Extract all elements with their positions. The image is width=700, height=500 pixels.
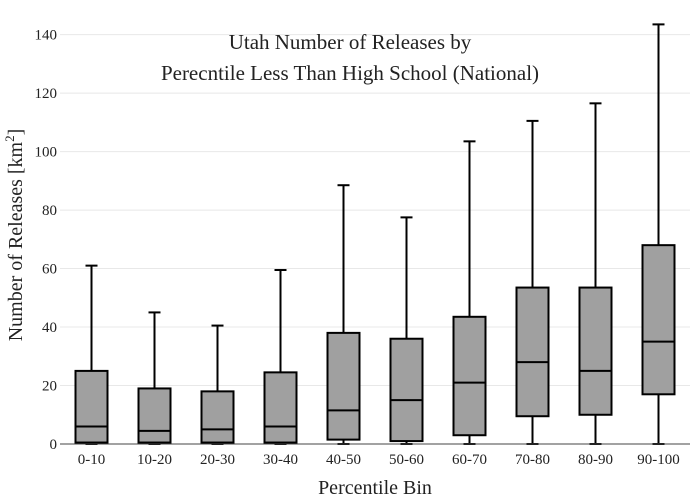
y-axis-title-superscript: 2 [2,135,17,142]
box-rect-60-70 [452,315,487,437]
x-tick-label-20-30: 20-30 [200,452,235,468]
box-60-70 [452,140,487,445]
x-tick-label-90-100: 90-100 [637,452,680,468]
box-rect-40-50 [326,331,361,441]
x-axis-title: Percentile Bin [318,477,432,499]
chart-title-line-1: Utah Number of Releases by [229,30,472,54]
y-tick-label-40: 40 [42,320,57,336]
box-30-40 [263,269,298,445]
box-rect-80-90 [578,286,613,416]
y-tick-label-80: 80 [42,203,57,219]
box-20-30 [200,324,235,445]
x-tick-label-60-70: 60-70 [452,452,487,468]
y-tick-label-60: 60 [42,262,57,278]
x-tick-label-80-90: 80-90 [578,452,613,468]
box-40-50 [326,184,361,445]
y-axis-title: Number of Releases [km2] [2,129,27,342]
y-tick-label-120: 120 [35,86,58,102]
chart-title-line-2: Perecntile Less Than High School (Nation… [161,61,539,85]
y-tick-label-0: 0 [50,437,58,453]
box-50-60 [389,216,424,445]
box-0-10 [74,264,109,445]
box-rect-90-100 [641,244,676,396]
box-series [74,23,676,445]
box-rect-0-10 [74,369,109,444]
box-rect-70-80 [515,286,550,418]
y-tick-label-140: 140 [35,28,58,44]
box-80-90 [578,102,613,445]
y-axis-title-main: Number of Releases [km [5,141,27,341]
x-tick-label-70-80: 70-80 [515,452,550,468]
box-70-80 [515,119,550,445]
box-90-100 [641,23,676,445]
box-rect-10-20 [137,387,172,444]
x-tick-label-40-50: 40-50 [326,452,361,468]
box-rect-20-30 [200,390,235,444]
x-tick-labels: 0-10 10-20 20-30 30-40 40-50 50-60 60-70 70-80 8… [78,452,680,468]
x-tick-label-50-60: 50-60 [389,452,424,468]
y-tick-labels: 0 20 40 60 80 100 120 140 [35,28,58,453]
x-tick-label-30-40: 30-40 [263,452,298,468]
y-tick-label-20: 20 [42,379,57,395]
box-rect-30-40 [263,371,298,444]
x-tick-label-10-20: 10-20 [137,452,172,468]
box-rect-50-60 [389,337,424,443]
x-tick-label-0-10: 0-10 [78,452,106,468]
box-10-20 [137,311,172,445]
y-axis-title-end: ] [5,129,27,136]
y-tick-label-100: 100 [35,145,58,161]
grid-lines [60,34,690,387]
